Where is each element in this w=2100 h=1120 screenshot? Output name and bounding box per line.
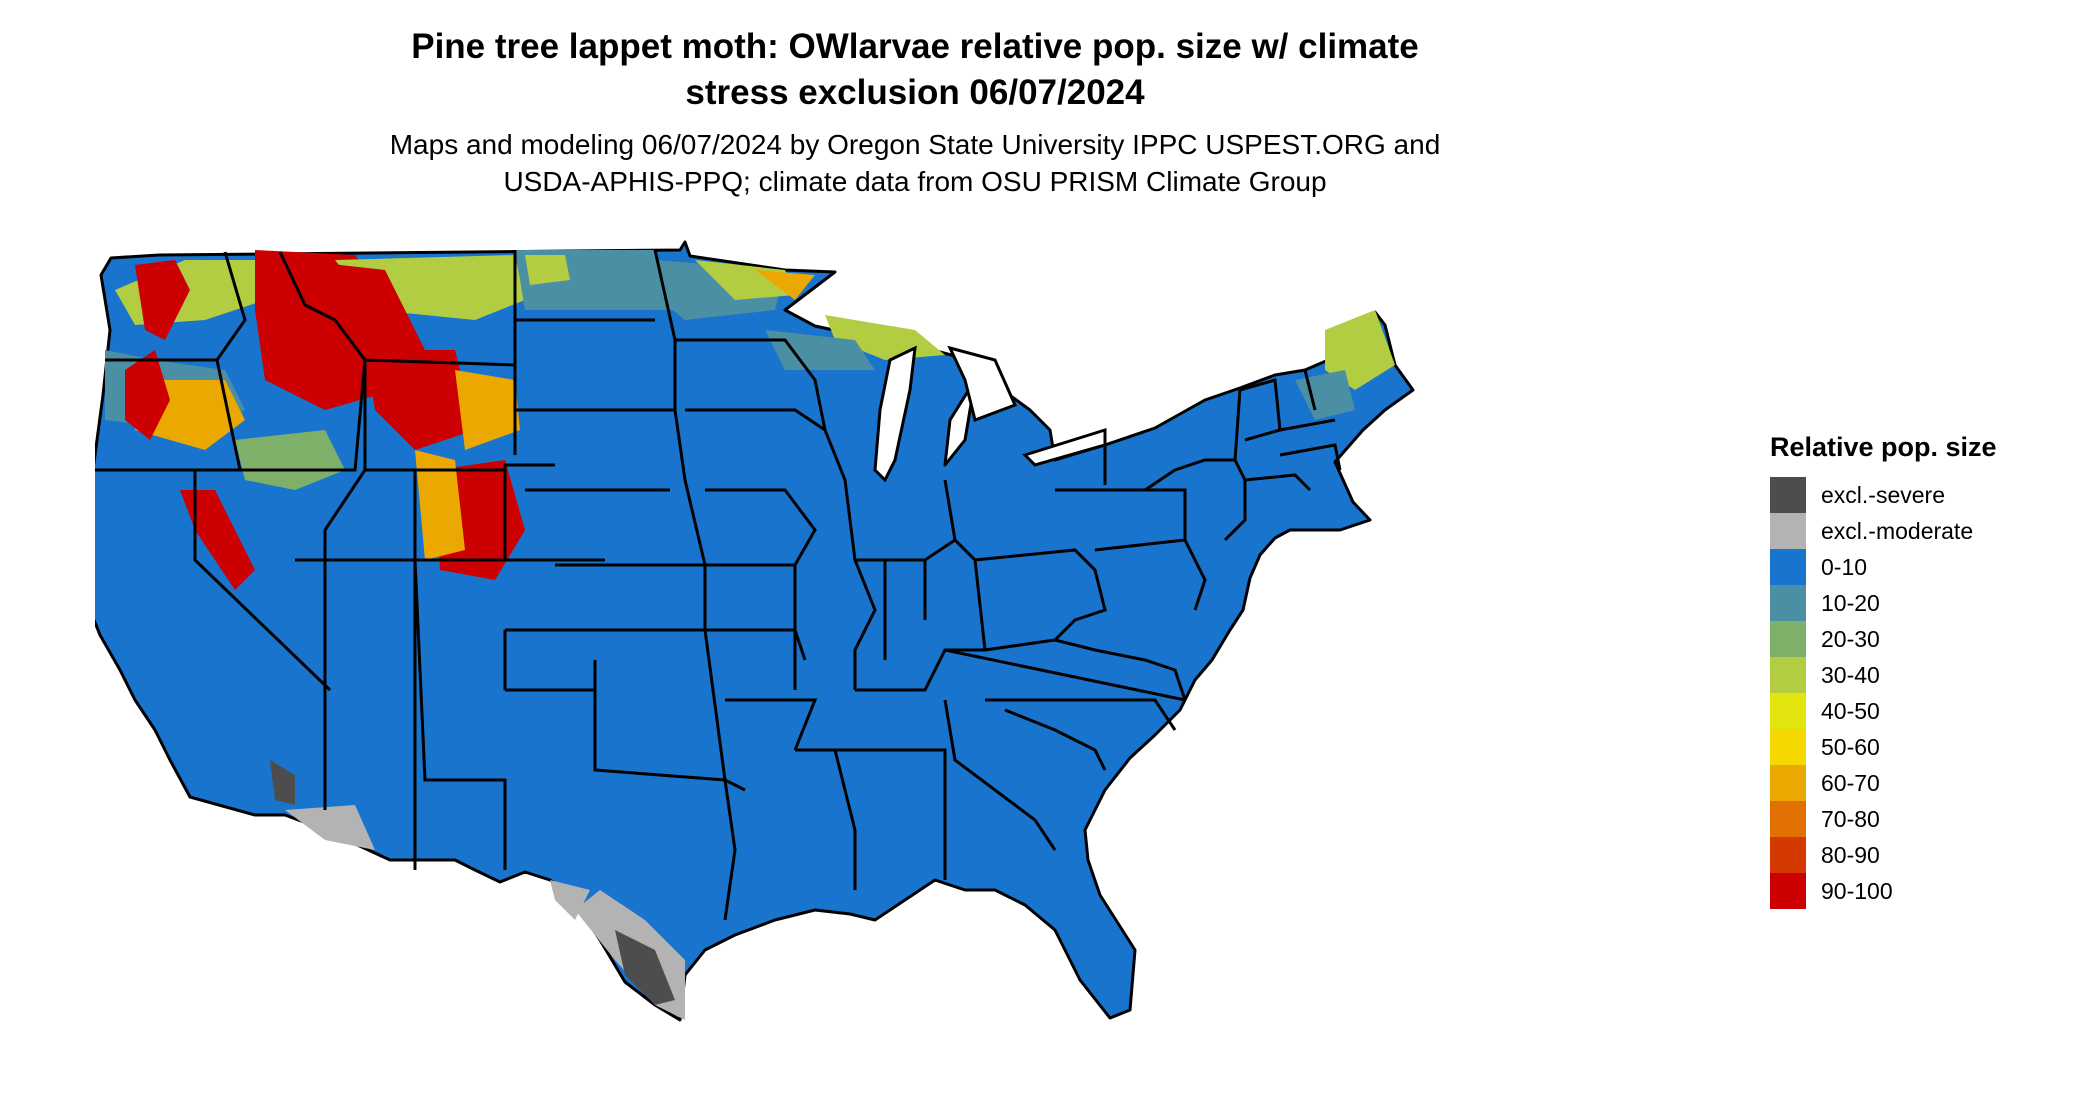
legend-item: 90-100 bbox=[1770, 873, 1997, 909]
map-title: Pine tree lappet moth: OWlarvae relative… bbox=[0, 24, 1830, 116]
legend-swatch bbox=[1770, 693, 1806, 729]
zone-mt-red bbox=[295, 260, 425, 370]
map-title-line1: Pine tree lappet moth: OWlarvae relative… bbox=[411, 27, 1419, 66]
zone-tx-border-gray bbox=[550, 880, 590, 920]
zone-mn-yellowgreen bbox=[695, 260, 795, 300]
zone-az-darkgray bbox=[270, 760, 295, 805]
legend-item: 30-40 bbox=[1770, 657, 1997, 693]
zone-nd-yellowgreen bbox=[525, 255, 570, 285]
legend-item: 10-20 bbox=[1770, 585, 1997, 621]
legend-swatch bbox=[1770, 837, 1806, 873]
zone-maine-teal bbox=[1295, 370, 1355, 420]
legend-label: 70-80 bbox=[1821, 805, 1880, 832]
zone-wy-red bbox=[365, 350, 475, 450]
legend: Relative pop. size excl.-severe excl.-mod… bbox=[1770, 432, 1997, 909]
legend-title: Relative pop. size bbox=[1770, 432, 1997, 462]
zone-wi-teal bbox=[765, 330, 875, 370]
legend-item: 80-90 bbox=[1770, 837, 1997, 873]
legend-item: 60-70 bbox=[1770, 765, 1997, 801]
legend-items: excl.-severe excl.-moderate 0-10 10-20 20-30… bbox=[1770, 477, 1997, 909]
legend-label: 90-100 bbox=[1821, 877, 1893, 904]
legend-label: 0-10 bbox=[1821, 553, 1868, 580]
legend-swatch bbox=[1770, 621, 1806, 657]
legend-swatch bbox=[1770, 549, 1806, 585]
state-borders bbox=[95, 249, 1342, 921]
legend-swatch bbox=[1770, 585, 1806, 621]
map-subtitle-line1: Maps and modeling 06/07/2024 by Oregon S… bbox=[389, 129, 1441, 160]
legend-item: excl.-severe bbox=[1770, 477, 1997, 513]
legend-item: 50-60 bbox=[1770, 729, 1997, 765]
legend-item: 70-80 bbox=[1770, 801, 1997, 837]
map-subtitle-line2: USDA-APHIS-PPQ; climate data from OSU PR… bbox=[503, 166, 1327, 197]
legend-item: 20-30 bbox=[1770, 621, 1997, 657]
zone-sierra-red bbox=[180, 490, 255, 590]
legend-label: 80-90 bbox=[1821, 841, 1880, 868]
zone-or-red bbox=[125, 350, 170, 440]
legend-item: 40-50 bbox=[1770, 693, 1997, 729]
risk-zones bbox=[105, 250, 1395, 1020]
legend-label: 10-20 bbox=[1821, 589, 1880, 616]
legend-swatch bbox=[1770, 765, 1806, 801]
legend-swatch bbox=[1770, 657, 1806, 693]
legend-swatch bbox=[1770, 513, 1806, 549]
zone-idaho-green bbox=[235, 430, 345, 490]
zone-wy-orange bbox=[455, 370, 520, 450]
zone-mn-orange bbox=[755, 270, 815, 300]
legend-label: 30-40 bbox=[1821, 661, 1880, 688]
legend-swatch bbox=[1770, 873, 1806, 909]
legend-swatch bbox=[1770, 801, 1806, 837]
us-map bbox=[95, 240, 1415, 1022]
legend-label: excl.-moderate bbox=[1821, 517, 1974, 544]
map-title-line2: stress exclusion 06/07/2024 bbox=[685, 73, 1145, 112]
zone-co-orange bbox=[415, 450, 465, 560]
legend-item: excl.-moderate bbox=[1770, 513, 1997, 549]
zone-maine-yellowgreen bbox=[1325, 310, 1395, 390]
zone-az-lightgray bbox=[285, 805, 375, 850]
legend-label: excl.-severe bbox=[1821, 481, 1945, 508]
zone-wa-cascades-red bbox=[135, 260, 190, 340]
lake-huron bbox=[947, 345, 1018, 422]
legend-swatch bbox=[1770, 477, 1806, 513]
legend-label: 50-60 bbox=[1821, 733, 1880, 760]
legend-label: 40-50 bbox=[1821, 697, 1880, 724]
water-bodies bbox=[873, 345, 1107, 483]
legend-label: 60-70 bbox=[1821, 769, 1880, 796]
legend-label: 20-30 bbox=[1821, 625, 1880, 652]
legend-swatch bbox=[1770, 729, 1806, 765]
zone-tx-darkgray bbox=[615, 930, 675, 1005]
lake-michigan bbox=[873, 345, 917, 483]
map-subtitle: Maps and modeling 06/07/2024 by Oregon S… bbox=[0, 126, 1830, 200]
legend-item: 0-10 bbox=[1770, 549, 1997, 585]
lake-erie bbox=[1022, 427, 1107, 467]
